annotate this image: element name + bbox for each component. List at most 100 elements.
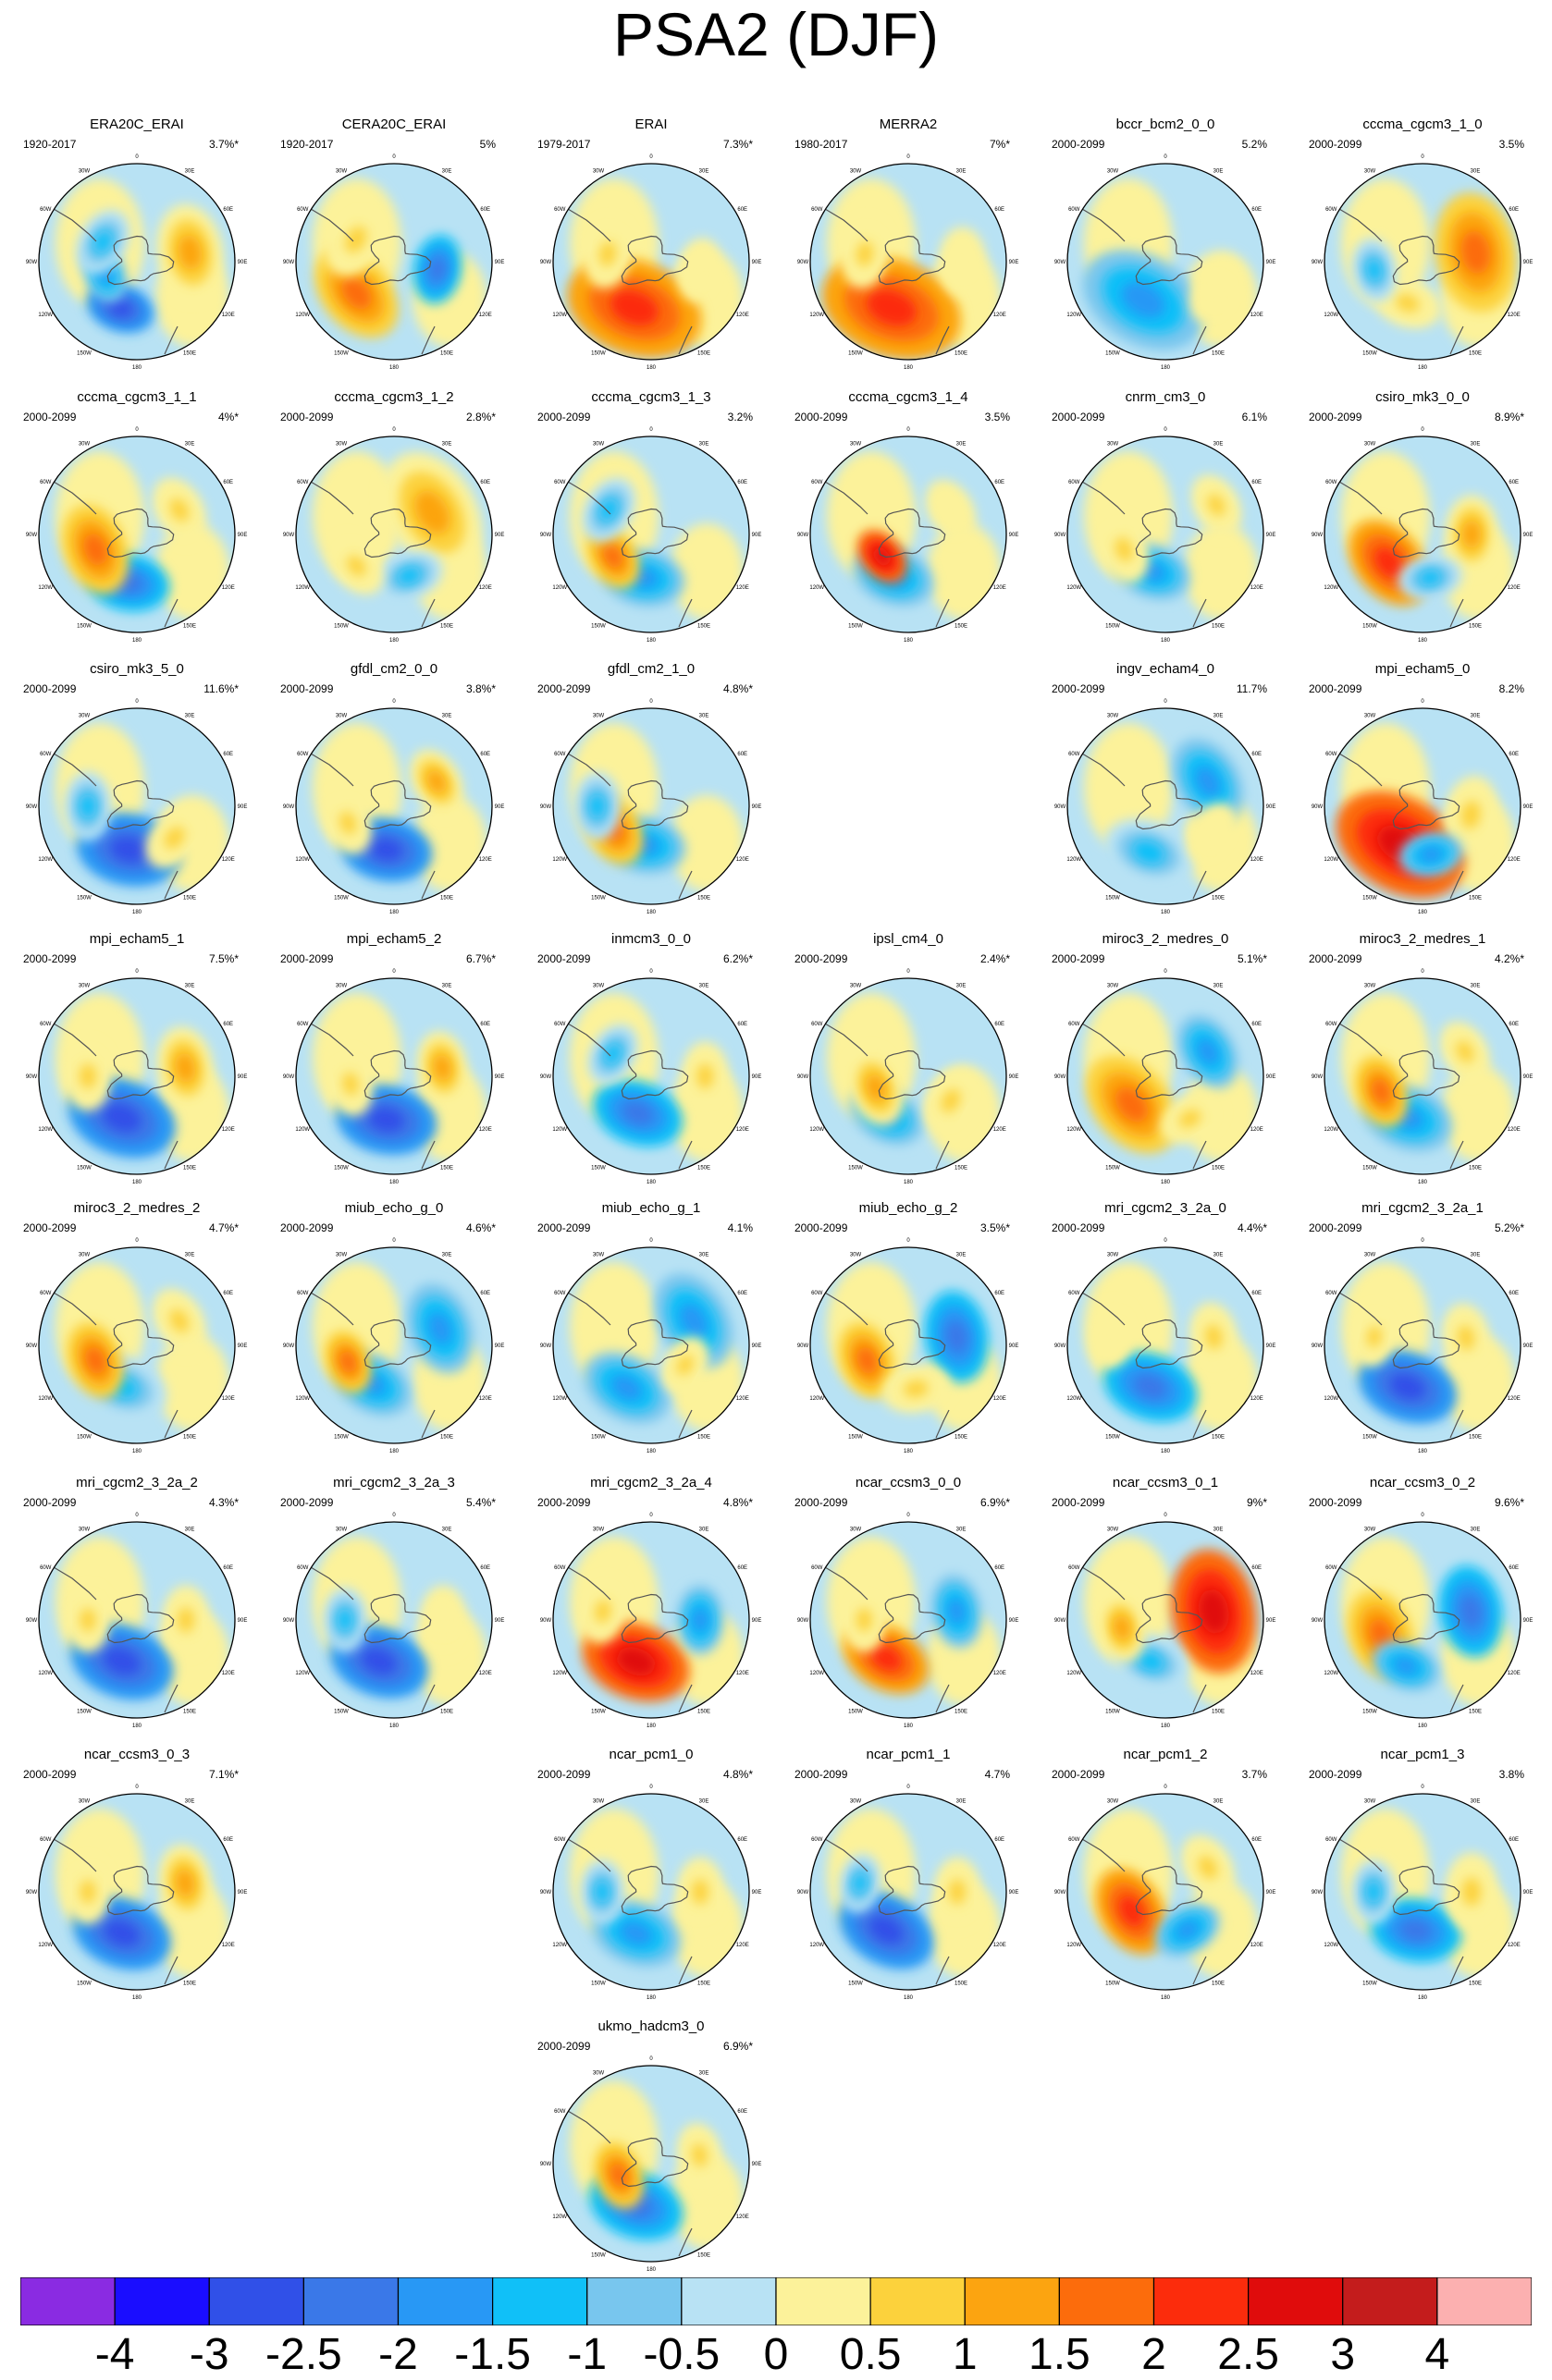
anomaly-region xyxy=(1184,523,1258,620)
longitude-label: 120W xyxy=(38,1671,53,1676)
anomaly-blob xyxy=(1398,1919,1433,1942)
panel-variance: 7.1%* xyxy=(208,1768,239,1781)
longitude-label: 0 xyxy=(1421,1513,1424,1518)
panel-period: 2000-2099 xyxy=(1309,1768,1362,1781)
longitude-label: 90E xyxy=(1009,260,1019,265)
longitude-label: 90E xyxy=(495,533,505,538)
longitude-label: 0 xyxy=(1164,154,1167,160)
colorbar-swatch xyxy=(397,2277,494,2325)
panel-variance: 4.1% xyxy=(727,1221,753,1234)
polar-map: 0 30E 60E 90E 120E 150E 180 150W 120W 90W 60W 30W xyxy=(26,1513,248,1729)
coastline xyxy=(1077,1289,1126,1326)
map-panel: ipsl_cm4_0 2000-2099 2.4%* 0 30E 60E 90E 120E 15… xyxy=(788,931,1029,1190)
longitude-label: 90W xyxy=(26,533,38,538)
coastline xyxy=(1192,1140,1207,1170)
longitude-label: 90W xyxy=(797,1343,809,1349)
longitude-label: 30E xyxy=(442,441,452,447)
panel-variance: 8.2% xyxy=(1498,682,1524,695)
map-boundary xyxy=(552,163,750,361)
longitude-label: 90E xyxy=(238,1343,248,1349)
longitude-label: 90E xyxy=(1266,533,1276,538)
longitude-label: 30E xyxy=(699,1527,709,1532)
panel-period: 2000-2099 xyxy=(23,411,77,423)
anomaly-blob xyxy=(104,1920,140,1946)
longitude-label: 30E xyxy=(699,1252,709,1257)
longitude-label: 60E xyxy=(737,752,747,757)
longitude-label: 60E xyxy=(480,207,490,213)
longitude-label: 90E xyxy=(1266,804,1276,810)
longitude-label: 90W xyxy=(283,1343,295,1349)
longitude-label: 150E xyxy=(697,1435,710,1441)
coastline xyxy=(106,1319,175,1369)
coastline xyxy=(1392,779,1460,830)
panel-title: cccma_cgcm3_1_2 xyxy=(334,389,454,405)
anomaly-blob xyxy=(856,1346,878,1375)
longitude-label: 30W xyxy=(1107,168,1119,174)
longitude-label: 150E xyxy=(955,351,967,357)
anomaly-blob xyxy=(598,497,619,522)
panel-period: 2000-2099 xyxy=(537,411,591,423)
longitude-label: 150E xyxy=(183,1435,196,1441)
longitude-label: 30W xyxy=(336,713,348,718)
panel-variance: 7.3%* xyxy=(722,138,753,151)
coastline xyxy=(1077,1020,1126,1057)
panel-period: 2000-2099 xyxy=(23,1768,77,1781)
longitude-label: 30E xyxy=(442,1252,452,1257)
longitude-label: 90W xyxy=(1312,1074,1324,1080)
coastline xyxy=(1392,508,1460,558)
map-panel: cccma_cgcm3_1_3 2000-2099 3.2% 0 30E 60E 90E 12… xyxy=(531,389,771,648)
map-boundary xyxy=(1324,436,1521,633)
longitude-label: 0 xyxy=(135,699,139,705)
longitude-label: 30W xyxy=(1107,1252,1119,1257)
panel-title: mri_cgcm2_3_2a_3 xyxy=(333,1475,455,1491)
coastline xyxy=(1449,1684,1464,1713)
colorbar-tick-label: 2.5 xyxy=(1217,2330,1279,2379)
panel-title: ncar_ccsm3_0_3 xyxy=(83,1747,191,1762)
longitude-label: 120E xyxy=(1508,857,1521,863)
anomaly-blob xyxy=(947,1598,966,1626)
longitude-label: 180 xyxy=(389,910,400,915)
longitude-label: 60E xyxy=(994,480,1004,485)
longitude-label: 90W xyxy=(797,260,809,265)
map-panel: cnrm_cm3_0 2000-2099 6.1% 0 30E 60E 90E 120E 150… xyxy=(1045,389,1286,648)
coastline xyxy=(562,750,611,787)
coastline xyxy=(164,1140,179,1170)
anomaly-blob xyxy=(866,288,917,326)
longitude-label: 90W xyxy=(283,1618,295,1624)
longitude-label: 60E xyxy=(223,480,233,485)
colorbar-tick-label: -2 xyxy=(378,2330,418,2379)
longitude-label: 90E xyxy=(1523,1343,1534,1349)
longitude-label: 60E xyxy=(1251,1565,1262,1571)
longitude-label: 60W xyxy=(554,480,566,485)
longitude-label: 30E xyxy=(956,168,967,174)
longitude-label: 90W xyxy=(797,1618,809,1624)
anomaly-blob xyxy=(164,827,185,849)
longitude-label: 120W xyxy=(809,585,824,591)
anomaly-region xyxy=(155,1334,229,1430)
longitude-label: 120W xyxy=(1324,1127,1338,1133)
longitude-label: 120W xyxy=(38,313,53,318)
coastline xyxy=(421,1409,436,1439)
longitude-label: 30E xyxy=(442,713,452,718)
longitude-label: 90E xyxy=(1266,1343,1276,1349)
map-boundary xyxy=(1324,163,1521,361)
longitude-label: 150W xyxy=(591,896,606,902)
longitude-label: 180 xyxy=(389,638,400,644)
panel-grid: ERA20C_ERAI 1920-2017 3.7%* 0 30E 60E 90E 120E 1… xyxy=(23,117,1534,2273)
anomaly-blob xyxy=(175,1052,196,1083)
map-boundary xyxy=(295,436,493,633)
longitude-label: 60W xyxy=(554,1291,566,1296)
panel-variance: 4%* xyxy=(217,411,239,423)
polar-map: 0 30E 60E 90E 120E 150E 180 150W 120W 90W 60W 30W xyxy=(283,1238,505,1454)
longitude-label: 60E xyxy=(1509,1291,1519,1296)
longitude-label: 90E xyxy=(238,804,248,810)
longitude-label: 60E xyxy=(223,1565,233,1571)
colorbar-tick-label: 0.5 xyxy=(839,2330,902,2379)
longitude-label: 60W xyxy=(1068,1837,1080,1843)
panel-period: 2000-2099 xyxy=(280,682,334,695)
colorbar-swatch xyxy=(586,2277,683,2325)
longitude-label: 0 xyxy=(1164,699,1167,705)
coastline xyxy=(48,1289,97,1326)
colorbar-swatch xyxy=(302,2277,400,2325)
longitude-label: 60W xyxy=(40,1837,52,1843)
